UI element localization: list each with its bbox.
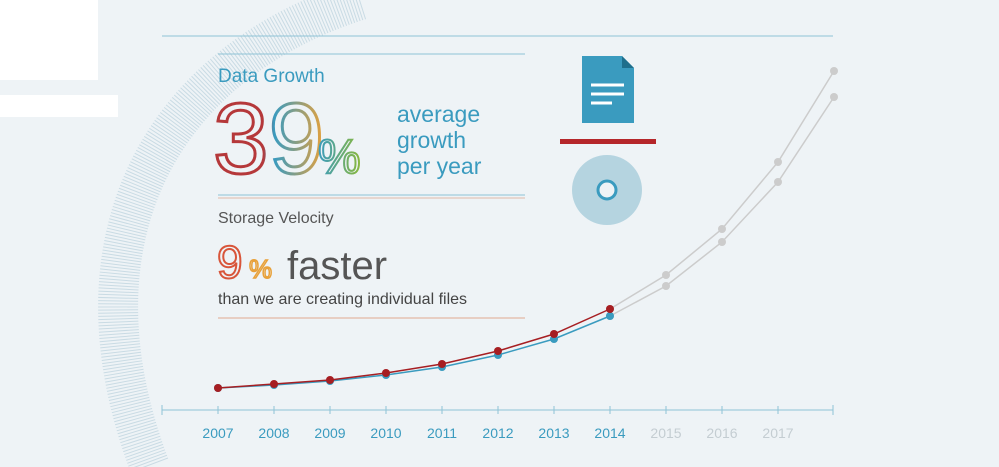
x-tick-label: 2007 <box>202 425 233 441</box>
x-tick-label: 2014 <box>594 425 625 441</box>
x-tick-label: 2015 <box>650 425 681 441</box>
headline-value: 39 <box>213 83 324 195</box>
data-point <box>606 312 614 320</box>
data-point <box>550 330 558 338</box>
data-point <box>718 238 726 246</box>
document-fold <box>622 56 634 68</box>
x-tick-label: 2008 <box>258 425 289 441</box>
x-tick-label: 2017 <box>762 425 793 441</box>
data-point <box>270 380 278 388</box>
data-point <box>494 347 502 355</box>
data-point <box>774 178 782 186</box>
velocity-value: 9 <box>217 236 243 288</box>
document-lines <box>591 83 624 105</box>
panel <box>0 0 98 80</box>
headline-unit: % <box>318 131 361 184</box>
data-point <box>662 271 670 279</box>
data-point <box>718 225 726 233</box>
data-point <box>830 67 838 75</box>
data-point <box>830 93 838 101</box>
x-tick-label: 2016 <box>706 425 737 441</box>
caption: average <box>397 101 480 127</box>
x-tick-label: 2011 <box>427 425 457 441</box>
section-title: Data Growth <box>218 66 325 87</box>
x-tick-label: 2010 <box>370 425 401 441</box>
data-point <box>662 282 670 290</box>
panel <box>0 95 118 117</box>
data-point <box>606 305 614 313</box>
hatched-arc <box>98 0 367 467</box>
series-line <box>609 96 835 317</box>
series-line <box>217 315 611 389</box>
data-point <box>774 158 782 166</box>
data-point <box>326 376 334 384</box>
data-point <box>382 369 390 377</box>
x-tick-label: 2009 <box>314 425 345 441</box>
caption: growth <box>397 127 466 153</box>
divider <box>560 139 656 144</box>
velocity-word: faster <box>287 244 387 288</box>
x-tick-label: 2012 <box>482 425 513 441</box>
caption: per year <box>397 153 482 179</box>
series-line <box>217 308 611 389</box>
caption: than we are creating individual files <box>218 291 467 308</box>
data-point <box>438 360 446 368</box>
x-tick-label: 2013 <box>538 425 569 441</box>
data-point <box>214 384 222 392</box>
disc-hole <box>596 179 618 201</box>
document-icon <box>582 56 634 123</box>
section-title: Storage Velocity <box>218 210 334 227</box>
velocity-unit: % <box>249 254 272 284</box>
series-line <box>609 70 835 310</box>
